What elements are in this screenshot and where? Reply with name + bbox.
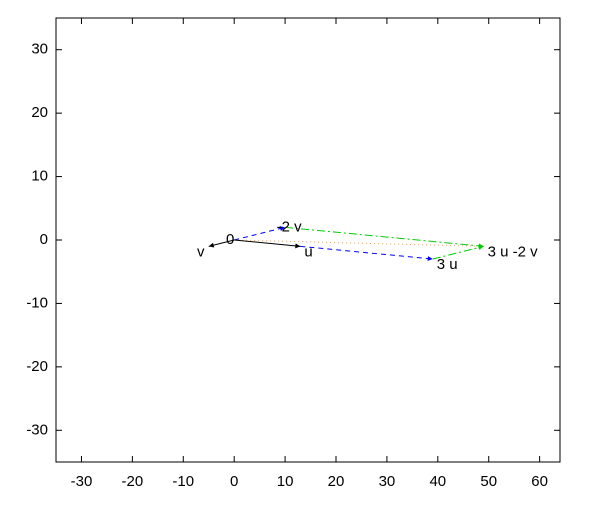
x-tick-label: 30 xyxy=(379,473,396,490)
x-tick-label: 0 xyxy=(230,473,238,490)
point-label: v xyxy=(197,243,205,260)
vector xyxy=(285,226,484,249)
x-tick-label: 10 xyxy=(277,473,294,490)
point-label: -2 v xyxy=(277,218,303,235)
point-label: 3 u -2 v xyxy=(488,243,539,260)
y-tick-label: 0 xyxy=(40,231,48,248)
x-tick-label: 20 xyxy=(328,473,345,490)
y-tick-label: 30 xyxy=(31,41,48,58)
x-tick-label: 50 xyxy=(480,473,497,490)
x-tick-label: -20 xyxy=(122,473,144,490)
y-tick-label: -30 xyxy=(26,421,48,438)
y-tick-label: -20 xyxy=(26,358,48,375)
vector xyxy=(208,239,235,248)
point-label: 0 xyxy=(226,231,234,248)
point-label: u xyxy=(304,243,312,260)
x-tick-label: -30 xyxy=(71,473,93,490)
point-label: 3 u xyxy=(437,256,458,273)
y-tick-label: 20 xyxy=(31,104,48,121)
vector xyxy=(432,245,484,260)
y-tick-label: -10 xyxy=(26,294,48,311)
y-tick-label: 10 xyxy=(31,168,48,185)
x-tick-label: -10 xyxy=(172,473,194,490)
x-tick-label: 60 xyxy=(531,473,548,490)
vector xyxy=(300,245,433,262)
plot-frame xyxy=(55,17,561,463)
x-tick-label: 40 xyxy=(429,473,446,490)
vector xyxy=(234,239,301,249)
vector xyxy=(234,239,484,247)
